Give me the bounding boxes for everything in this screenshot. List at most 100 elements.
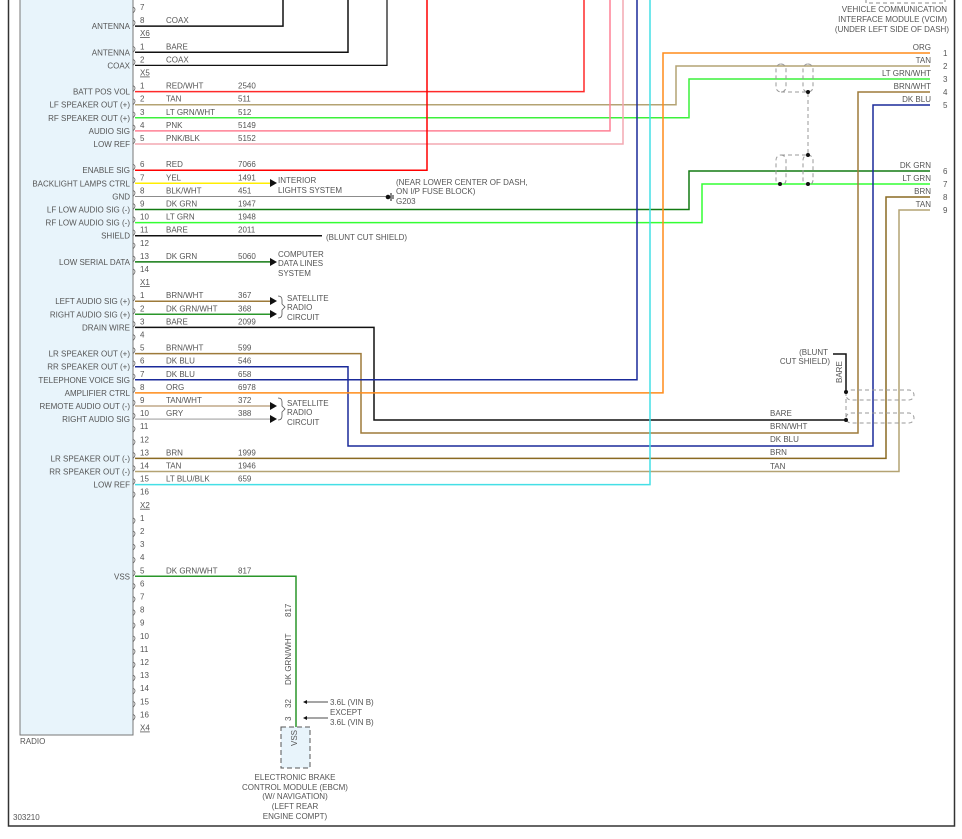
pin-function: DRAIN WIRE <box>82 323 130 332</box>
vcim-pin: LT GRN 7 <box>902 174 948 189</box>
pin-number: 1 <box>140 82 145 91</box>
wire-color: COAX <box>166 16 189 25</box>
pin-number: 11 <box>140 645 149 654</box>
connector-pin: 1 <box>132 514 145 525</box>
wire-color: YEL <box>166 173 182 182</box>
pin-number: 5 <box>140 344 145 353</box>
circuit-number: 1491 <box>238 173 256 182</box>
vcim-wire-color: DK GRN <box>900 161 931 170</box>
pin-socket-icon <box>132 268 136 276</box>
vcim-pin-number: 5 <box>943 101 948 110</box>
pin-socket-icon <box>132 386 136 394</box>
wire <box>135 0 428 171</box>
ground-location-2: ON I/P FUSE BLOCK) <box>396 187 476 196</box>
connector-label: X2 <box>140 501 150 510</box>
pin-function: RF SPEAKER OUT (+) <box>48 114 130 123</box>
pin-number: 8 <box>140 606 145 615</box>
pin-number: 14 <box>140 265 149 274</box>
wire <box>135 0 585 93</box>
pin-socket-icon <box>132 543 136 551</box>
pin-number: 10 <box>140 632 149 641</box>
arrow-icons <box>270 179 277 423</box>
pin-socket-icon <box>132 412 136 420</box>
connector-pin: 5 LOW REF PNK/BLK 5152 <box>94 134 257 149</box>
pin-number: 12 <box>140 658 149 667</box>
circuit-number: 511 <box>238 95 251 104</box>
wire-color: LT GRN <box>166 213 195 222</box>
pin-function: LOW REF <box>94 481 131 490</box>
wire <box>135 78 930 119</box>
connector-pin: 7 <box>132 3 145 14</box>
pin-number: 2 <box>140 55 145 64</box>
ebcm-pin-b-note-2: 3.6L (VIN B) <box>330 718 374 727</box>
circuit-number: 5149 <box>238 121 256 130</box>
vcim-wire-color: DK BLU <box>902 95 931 104</box>
wire-color: RED/WHT <box>166 82 203 91</box>
satellite-radio-2a: SATELLITE <box>287 399 329 408</box>
vcim-pin-number: 6 <box>943 167 948 176</box>
connector-pin: 8 GND BLK/WHT 451 <box>112 186 252 201</box>
pin-function: LOW REF <box>94 140 131 149</box>
circuit-number: 546 <box>238 357 252 366</box>
pin-socket-icon <box>132 216 136 223</box>
connector-pin: 13 LOW SERIAL DATA DK GRN 5060 <box>59 252 256 267</box>
pin-socket-icon <box>132 556 136 564</box>
pin-number: 12 <box>140 435 149 444</box>
pin-function: LEFT AUDIO SIG (+) <box>55 297 130 306</box>
bare-shield-wire <box>833 353 847 392</box>
pin-socket-icon <box>132 19 136 27</box>
ebcm-pin-a-note: 3.6L (VIN B) <box>330 698 374 707</box>
pin-socket-icon <box>132 373 136 381</box>
satellite-radio-1a: SATELLITE <box>287 294 329 303</box>
pin-number: 6 <box>140 357 145 366</box>
connector-pin: 11 <box>132 422 149 433</box>
circuit-number: 2099 <box>238 317 256 326</box>
wire-color: DK GRN <box>166 252 197 261</box>
wire-color: BARE <box>166 317 188 326</box>
vcim-wire-color: ORG <box>913 43 931 52</box>
pin-socket-icon <box>132 111 136 119</box>
circuit-number: 1946 <box>238 462 256 471</box>
connector-pin: 6 <box>132 579 145 590</box>
bottom-label-bare: BARE <box>770 409 792 418</box>
pin-socket-icon <box>132 452 136 459</box>
ebcm-pin-a: 32 <box>284 699 293 708</box>
pin-function: RR SPEAKER OUT (+) <box>47 363 130 372</box>
circuit-number: 817 <box>238 566 252 575</box>
pin-function: AMPLIFIER CTRL <box>65 389 131 398</box>
pin-number: 1 <box>140 42 145 51</box>
pin-socket-icon <box>132 347 136 354</box>
pin-socket-icon <box>132 425 136 433</box>
pin-number: 7 <box>140 173 145 182</box>
connector-pin: 12 <box>132 239 149 250</box>
connector-pin: 8 <box>132 606 145 616</box>
connector-label: X6 <box>140 29 150 38</box>
interior-lights-2: LIGHTS SYSTEM <box>278 186 342 195</box>
vcim-pin-number: 1 <box>943 49 948 58</box>
connector-pin: 4 <box>132 553 145 564</box>
wire <box>135 326 846 421</box>
circuit-number: 1947 <box>238 200 256 209</box>
wire-color: LT GRN/WHT <box>166 108 215 117</box>
connector-label: X4 <box>140 724 150 733</box>
vcim-pin: BRN 8 <box>914 187 948 202</box>
pin-socket-icon <box>132 517 136 525</box>
pin-number: 13 <box>140 252 149 261</box>
vcim-pin-number: 9 <box>943 206 948 215</box>
pin-number: 7 <box>140 370 145 379</box>
vcim-pin: LT GRN/WHT 3 <box>882 69 948 84</box>
pin-function: LF SPEAKER OUT (+) <box>49 101 130 110</box>
pin-function: COAX <box>107 61 130 70</box>
vcim-pin: TAN 9 <box>916 200 948 215</box>
circuit-number: 5060 <box>238 252 256 261</box>
vcim-pin-number: 2 <box>943 62 948 71</box>
wire-color: DK GRN <box>166 200 197 209</box>
radio-connector-pins: 78ANTENNACOAXX61ANTENNABARE2COAXCOAXX51B… <box>32 3 256 733</box>
pin-number: 5 <box>140 566 145 575</box>
ebcm-title-1: ELECTRONIC BRAKE <box>255 773 336 782</box>
pin-number: 14 <box>140 462 149 471</box>
pin-socket-icon <box>132 583 136 590</box>
pin-socket-icon <box>132 635 136 643</box>
pin-socket-icon <box>132 203 136 210</box>
pin-number: 9 <box>140 619 145 628</box>
